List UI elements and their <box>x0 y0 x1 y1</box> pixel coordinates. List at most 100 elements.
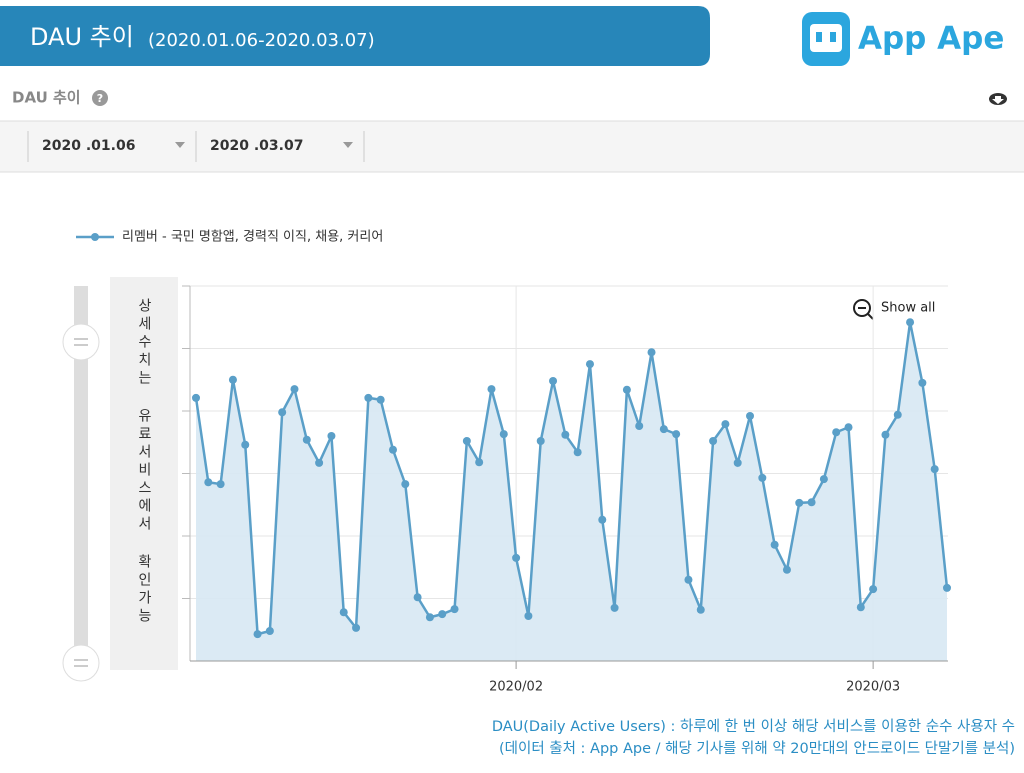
logo-eye <box>816 32 822 42</box>
logo: App Ape <box>802 12 1004 66</box>
point <box>635 422 644 430</box>
x-tick-label: 2020/03 <box>846 680 900 695</box>
help-mark: ? <box>97 92 103 105</box>
start-date[interactable]: 2020 .01.06 <box>42 138 135 154</box>
show-all[interactable]: Show all <box>881 301 935 316</box>
download-icon[interactable] <box>989 93 1007 105</box>
point <box>622 385 631 394</box>
section-title: DAU 추이 <box>12 89 81 107</box>
point <box>943 583 951 592</box>
point <box>881 430 890 439</box>
point <box>265 627 274 635</box>
point <box>352 623 361 632</box>
point <box>228 375 237 384</box>
point <box>450 605 459 614</box>
handle-grip <box>74 338 88 346</box>
point <box>376 395 385 404</box>
point <box>770 540 779 549</box>
point <box>906 318 915 327</box>
point <box>696 605 705 614</box>
area <box>196 322 947 661</box>
footnote: DAU(Daily Active Users) : 하루에 한 번 이상 해당 … <box>492 718 1015 735</box>
zoom-icon[interactable] <box>853 299 871 317</box>
end-date[interactable]: 2020 .03.07 <box>210 138 303 154</box>
point <box>844 423 853 432</box>
arrow <box>992 96 1004 104</box>
point <box>598 515 607 524</box>
header-period: (2020.01.06-2020.03.07) <box>148 30 375 51</box>
point <box>364 393 373 402</box>
dropdown-arrow[interactable] <box>175 142 185 148</box>
side-note-box <box>110 277 178 670</box>
point <box>462 437 471 445</box>
dropdown-arrow[interactable] <box>343 142 353 148</box>
footnote: (데이터 출처 : App Ape / 해당 기사를 위해 약 20만대의 안드… <box>499 740 1015 757</box>
point <box>819 475 828 484</box>
point <box>388 445 397 454</box>
header-title: DAU 추이 <box>30 23 134 51</box>
slider-track <box>74 286 88 662</box>
point <box>746 412 755 420</box>
point <box>549 377 558 385</box>
point <box>918 378 927 387</box>
point <box>425 613 434 622</box>
point <box>672 430 681 439</box>
point <box>856 603 865 612</box>
point <box>709 437 718 445</box>
point <box>241 440 250 449</box>
filter-bar <box>0 121 1024 172</box>
point <box>758 473 767 482</box>
point <box>684 575 693 584</box>
point <box>795 498 804 507</box>
help-icon[interactable] <box>92 90 108 106</box>
point <box>438 610 447 619</box>
header-bar <box>0 6 710 66</box>
point <box>290 385 299 394</box>
point <box>499 430 508 439</box>
point <box>585 360 594 369</box>
point <box>893 410 902 419</box>
logo-eye <box>830 32 836 42</box>
point <box>278 408 287 417</box>
point <box>216 480 225 489</box>
point <box>930 465 939 474</box>
slider-handle[interactable] <box>62 323 100 361</box>
zoom-glyph <box>858 307 874 320</box>
point <box>610 603 619 612</box>
point <box>413 593 422 602</box>
point <box>327 432 336 440</box>
legend-dot <box>91 233 99 241</box>
point <box>475 458 484 467</box>
point <box>315 458 324 467</box>
point <box>192 393 200 402</box>
point <box>832 428 841 437</box>
logo-text: App Ape <box>858 21 1004 57</box>
point <box>647 348 656 357</box>
point <box>659 425 668 434</box>
point <box>524 612 533 620</box>
point <box>302 435 311 444</box>
point <box>807 498 816 507</box>
point <box>536 437 545 445</box>
point <box>339 608 348 617</box>
slider-handle[interactable] <box>62 644 100 682</box>
point <box>512 553 521 562</box>
point <box>253 630 262 639</box>
point <box>204 478 213 487</box>
point <box>721 420 730 429</box>
point <box>561 430 570 439</box>
point <box>401 480 410 489</box>
point <box>869 585 878 594</box>
legend-label: 리멤버 - 국민 명함앱, 경력직 이직, 채용, 커리어 <box>122 230 383 245</box>
logo-face <box>810 24 842 52</box>
side-note: 상세수치는 유료서비스에서 확인가능 <box>136 298 152 626</box>
point <box>733 458 742 467</box>
point <box>573 448 582 457</box>
line <box>194 322 949 636</box>
point <box>487 385 496 394</box>
x-tick-label: 2020/02 <box>489 680 543 695</box>
handle-grip <box>74 659 88 667</box>
point <box>782 565 791 574</box>
